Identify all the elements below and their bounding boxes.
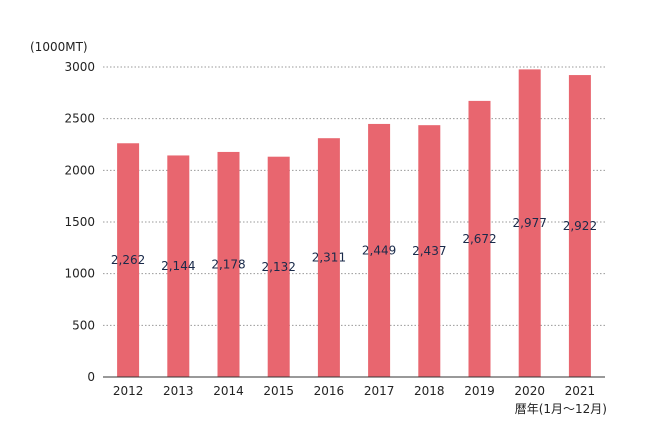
data-label: 2,437 bbox=[412, 244, 446, 258]
data-label: 2,311 bbox=[312, 251, 346, 265]
x-tick-label: 2014 bbox=[213, 384, 244, 398]
y-tick-label: 1000 bbox=[64, 267, 95, 281]
y-tick-label: 500 bbox=[72, 318, 95, 332]
y-tick-label: 1500 bbox=[64, 215, 95, 229]
data-label: 2,132 bbox=[262, 260, 296, 274]
data-label: 2,672 bbox=[462, 232, 496, 246]
data-label: 2,922 bbox=[563, 219, 597, 233]
x-tick-label: 2018 bbox=[414, 384, 445, 398]
x-tick-label: 2012 bbox=[113, 384, 144, 398]
data-labels: 2,262 2,144 2,178 2,132 2,311 2,449 2,437 2,672… bbox=[111, 216, 597, 274]
y-axis-ticks: 0 500 1000 1500 2000 2500 3000 bbox=[64, 60, 95, 384]
y-tick-label: 2500 bbox=[64, 112, 95, 126]
bar bbox=[117, 143, 140, 377]
y-axis-label: (1000MT) bbox=[30, 40, 88, 54]
x-tick-label: 2021 bbox=[565, 384, 596, 398]
data-label: 2,977 bbox=[513, 216, 547, 230]
x-axis-ticks: 2012 2013 2014 2015 2016 2017 2018 2019 2020 2021 bbox=[113, 384, 595, 398]
bar bbox=[518, 69, 541, 378]
bar bbox=[317, 138, 340, 377]
bar bbox=[568, 75, 591, 377]
y-tick-label: 0 bbox=[87, 370, 95, 384]
y-tick-label: 3000 bbox=[64, 60, 95, 74]
bar bbox=[368, 123, 391, 377]
data-label: 2,178 bbox=[211, 257, 245, 271]
data-label: 2,449 bbox=[362, 243, 396, 257]
bar bbox=[468, 100, 491, 377]
x-tick-label: 2015 bbox=[263, 384, 294, 398]
x-tick-label: 2020 bbox=[514, 384, 545, 398]
y-tick-label: 2000 bbox=[64, 163, 95, 177]
data-label: 2,144 bbox=[161, 259, 195, 273]
bar bbox=[167, 155, 190, 377]
data-label: 2,262 bbox=[111, 253, 145, 267]
x-tick-label: 2016 bbox=[314, 384, 345, 398]
x-tick-label: 2019 bbox=[464, 384, 495, 398]
x-tick-label: 2013 bbox=[163, 384, 194, 398]
bars bbox=[117, 69, 591, 378]
bar bbox=[217, 151, 240, 377]
x-tick-label: 2017 bbox=[364, 384, 395, 398]
bar bbox=[267, 156, 290, 377]
x-axis-label: 暦年(1月～12月) bbox=[515, 402, 607, 416]
bar bbox=[418, 125, 441, 377]
